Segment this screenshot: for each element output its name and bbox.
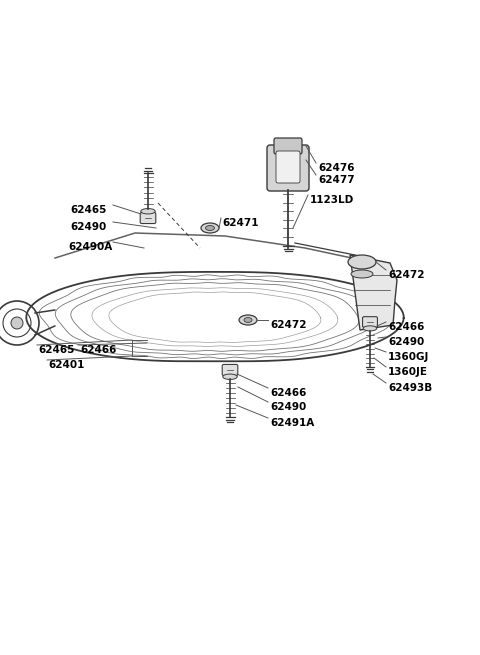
Text: 62491A: 62491A	[270, 418, 314, 428]
FancyBboxPatch shape	[267, 145, 309, 191]
Text: 62401: 62401	[48, 360, 84, 370]
Text: 62466: 62466	[388, 322, 424, 332]
Ellipse shape	[201, 223, 219, 233]
Polygon shape	[350, 255, 397, 330]
Ellipse shape	[239, 315, 257, 325]
Text: 62465: 62465	[38, 345, 74, 355]
Text: 62490A: 62490A	[68, 242, 112, 252]
Text: 62490: 62490	[388, 337, 424, 347]
Text: 62493B: 62493B	[388, 383, 432, 393]
Text: 62466: 62466	[80, 345, 116, 355]
Ellipse shape	[141, 208, 155, 214]
Text: 62465: 62465	[70, 205, 107, 215]
Ellipse shape	[363, 326, 377, 331]
Text: 62472: 62472	[270, 320, 307, 330]
Text: 62472: 62472	[388, 270, 424, 280]
Ellipse shape	[351, 270, 373, 278]
Text: 1360JE: 1360JE	[388, 367, 428, 377]
Text: 62477: 62477	[318, 175, 355, 185]
FancyBboxPatch shape	[274, 138, 302, 154]
FancyBboxPatch shape	[362, 316, 377, 328]
Ellipse shape	[244, 318, 252, 322]
FancyBboxPatch shape	[140, 212, 156, 223]
Text: 62490: 62490	[70, 222, 106, 232]
Text: 62466: 62466	[270, 388, 306, 398]
Ellipse shape	[223, 374, 237, 379]
FancyBboxPatch shape	[276, 151, 300, 183]
Circle shape	[11, 317, 23, 329]
Text: 62490: 62490	[270, 402, 306, 412]
Text: 62471: 62471	[222, 218, 259, 228]
Ellipse shape	[348, 255, 376, 269]
Ellipse shape	[205, 225, 215, 231]
Text: 1360GJ: 1360GJ	[388, 352, 430, 362]
Text: 62476: 62476	[318, 163, 355, 173]
Text: 1123LD: 1123LD	[310, 195, 354, 205]
FancyBboxPatch shape	[222, 364, 238, 375]
